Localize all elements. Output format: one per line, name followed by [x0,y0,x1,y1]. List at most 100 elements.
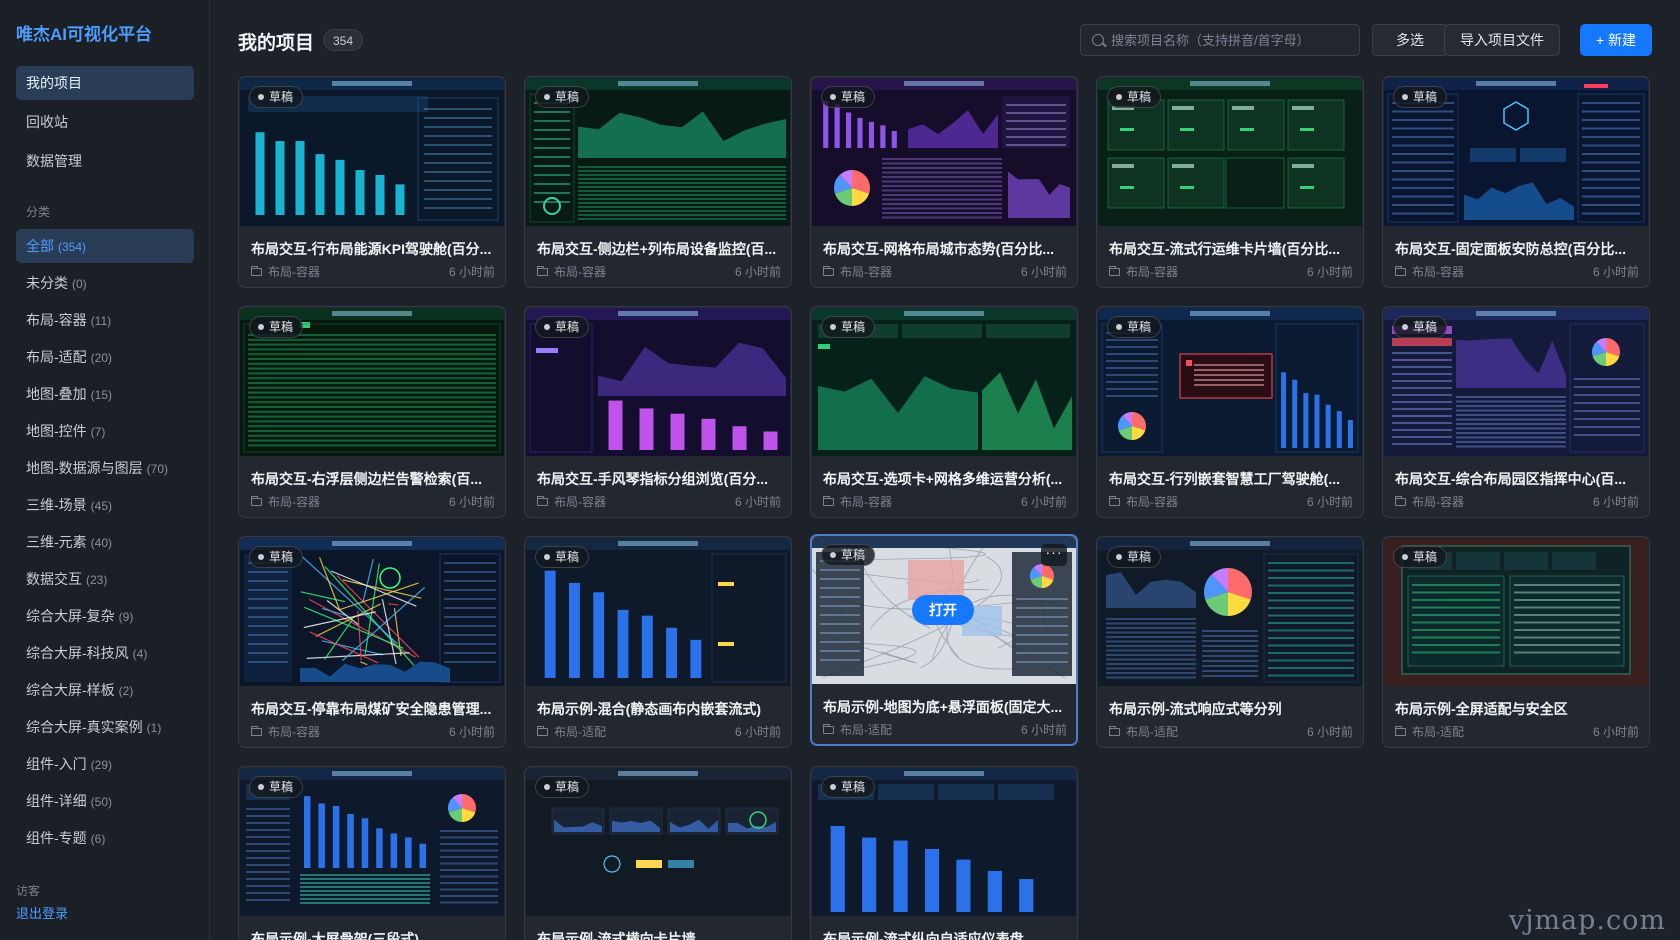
draft-badge: 草稿 [821,544,876,566]
project-updated-time: 6 小时前 [1306,725,1353,739]
project-card[interactable]: 草稿 布局交互-行列嵌套智慧工厂驾驶舱(... 布局-容器 6 小时前 [1096,306,1364,518]
category-label: 地图-控件 [26,423,87,439]
draft-badge: 草稿 [535,546,590,568]
status-dot-icon [830,94,836,100]
project-card[interactable]: 草稿 布局交互-综合布局园区指挥中心(百... 布局-容器 6 小时前 [1382,306,1650,518]
project-updated-time: 6 小时前 [1306,265,1353,279]
draft-badge: 草稿 [249,316,304,338]
category-count: (70) [146,462,169,476]
status-dot-icon [544,554,550,560]
project-folder: 布局-容器 [554,265,606,279]
category-item[interactable]: 三维-场景 (45) [16,488,194,522]
project-card[interactable]: 草稿 布局示例-流式响应式等分列 布局-适配 6 小时前 [1096,536,1364,748]
folder-icon [1109,496,1120,506]
category-label: 未分类 [26,275,68,291]
draft-label: 草稿 [269,780,294,794]
folder-icon [823,496,834,506]
more-options-button[interactable]: ··· [1041,544,1067,566]
project-title: 布局示例-流式纵向自适应仪表盘 [823,931,1024,940]
project-card[interactable]: 草稿 布局交互-停靠布局煤矿安全隐患管理... 布局-容器 6 小时前 [238,536,506,748]
category-label: 综合大屏-复杂 [26,608,115,624]
search-box [1080,24,1360,56]
project-title: 布局交互-固定面板安防总控(百分比... [1395,241,1626,257]
project-meta: 布局-容器 6 小时前 [537,263,781,280]
category-item[interactable]: 综合大屏-样板 (2) [16,673,194,707]
brand-logo: 唯杰AI可视化平台 [16,25,152,44]
project-meta: 布局-容器 6 小时前 [1109,493,1353,510]
draft-badge: 草稿 [535,86,590,108]
folder-icon [823,266,834,276]
category-item[interactable]: 全部 (354) [16,229,194,263]
project-card[interactable]: 草稿 布局交互-网格布局城市态势(百分比... 布局-容器 6 小时前 [810,76,1078,288]
category-item[interactable]: 数据交互 (23) [16,562,194,596]
category-item[interactable]: 组件-专题 (6) [16,821,194,855]
project-card[interactable]: 草稿 布局交互-右浮层侧边栏告警检索(百... 布局-容器 6 小时前 [238,306,506,518]
category-label: 地图-数据源与图层 [26,460,143,476]
project-card[interactable]: 草稿 布局示例-混合(静态画布内嵌套流式) 布局-适配 6 小时前 [524,536,792,748]
nav-data-management[interactable]: 数据管理 [26,153,82,169]
draft-badge: 草稿 [535,776,590,798]
multi-select-button[interactable]: 多选 [1372,24,1448,56]
project-title: 布局交互-停靠布局煤矿安全隐患管理... [251,701,492,717]
project-card[interactable]: 草稿 布局交互-行布局能源KPI驾驶舱(百分... 布局-容器 6 小时前 [238,76,506,288]
category-item[interactable]: 地图-叠加 (15) [16,377,194,411]
category-item[interactable]: 地图-控件 (7) [16,414,194,448]
project-card[interactable]: 草稿 布局示例-全屏适配与安全区 布局-适配 6 小时前 [1382,536,1650,748]
status-dot-icon [1402,324,1408,330]
draft-badge: 草稿 [249,776,304,798]
status-dot-icon [830,784,836,790]
category-item[interactable]: 三维-元素 (40) [16,525,194,559]
project-card[interactable]: 草稿 ··· 打开布局示例-地图为底+悬浮面板(固定大... 布局-适配 6 小时前 [810,534,1078,746]
category-item[interactable]: 布局-适配 (20) [16,340,194,374]
project-meta: 布局-适配 6 小时前 [1109,723,1353,740]
project-card[interactable]: 草稿 布局交互-流式行运维卡片墙(百分比... 布局-容器 6 小时前 [1096,76,1364,288]
project-title: 布局交互-行列嵌套智慧工厂驾驶舱(... [1109,471,1340,487]
category-item[interactable]: 未分类 (0) [16,266,194,300]
project-card[interactable]: 草稿 布局交互-侧边栏+列布局设备监控(百... 布局-容器 6 小时前 [524,76,792,288]
project-updated-time: 6 小时前 [1020,495,1067,509]
project-folder: 布局-容器 [840,265,892,279]
category-item[interactable]: 地图-数据源与图层 (70) [16,451,194,485]
project-card[interactable]: 草稿 布局交互-选项卡+网格多维运营分析(... 布局-容器 6 小时前 [810,306,1078,518]
category-label: 布局-容器 [26,312,87,328]
project-thumbnail [812,768,1076,916]
draft-badge: 草稿 [1107,546,1162,568]
project-thumbnail [812,308,1076,456]
category-item[interactable]: 综合大屏-复杂 (9) [16,599,194,633]
project-count-badge: 354 [323,29,364,51]
project-updated-time: 6 小时前 [734,725,781,739]
search-input[interactable] [1111,25,1356,55]
category-item[interactable]: 组件-入门 (29) [16,747,194,781]
draft-badge: 草稿 [821,316,876,338]
category-count: (11) [90,314,112,328]
nav-recycle-bin[interactable]: 回收站 [26,114,68,130]
open-project-button[interactable]: 打开 [912,595,974,625]
nav-my-projects[interactable]: 我的项目 [16,66,194,100]
category-item[interactable]: 布局-容器 (11) [16,303,194,337]
new-project-button[interactable]: + 新建 [1580,24,1652,56]
project-updated-time: 6 小时前 [1592,265,1639,279]
category-item[interactable]: 组件-详细 (50) [16,784,194,818]
project-card[interactable]: 草稿 布局交互-固定面板安防总控(百分比... 布局-容器 6 小时前 [1382,76,1650,288]
project-thumbnail [240,78,504,226]
draft-label: 草稿 [841,320,866,334]
logout-link[interactable]: 退出登录 [16,906,69,921]
category-count: (0) [72,277,87,291]
import-project-button[interactable]: 导入项目文件 [1444,24,1560,56]
project-meta: 布局-容器 6 小时前 [537,493,781,510]
project-updated-time: 6 小时前 [1592,495,1639,509]
draft-badge: 草稿 [821,86,876,108]
project-card[interactable]: 草稿 布局交互-手风琴指标分组浏览(百分... 布局-容器 6 小时前 [524,306,792,518]
project-meta: 布局-适配 6 小时前 [823,721,1067,738]
project-meta: 布局-容器 6 小时前 [823,493,1067,510]
project-folder: 布局-容器 [1412,495,1464,509]
project-folder: 布局-容器 [840,495,892,509]
category-item[interactable]: 综合大屏-科技风 (4) [16,636,194,670]
status-dot-icon [1116,94,1122,100]
category-item[interactable]: 综合大屏-真实案例 (1) [16,710,194,744]
project-title: 布局示例-地图为底+悬浮面板(固定大... [823,699,1063,715]
category-label: 组件-专题 [26,830,87,846]
